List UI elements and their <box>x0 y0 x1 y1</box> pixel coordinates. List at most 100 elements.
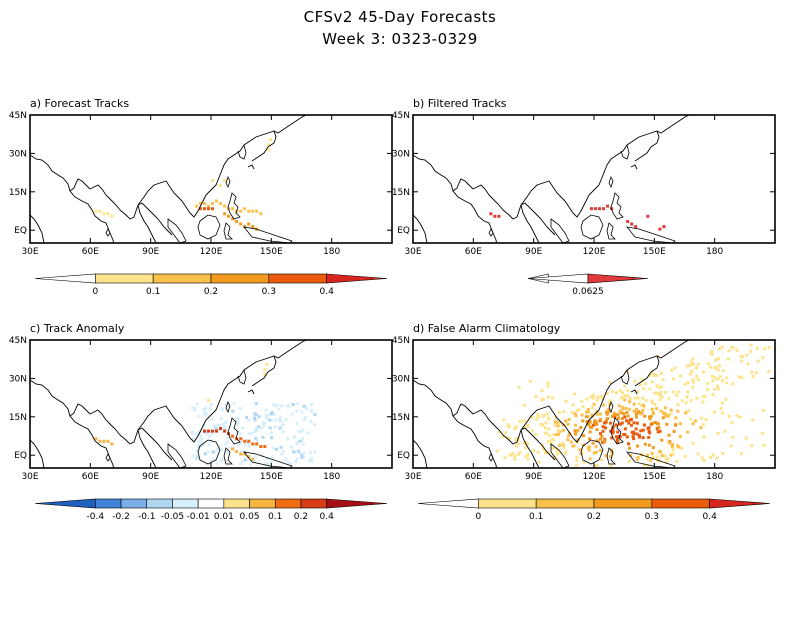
colorbar-label: 0.4 <box>702 512 717 522</box>
colorbar-label: 0.05 <box>240 512 260 522</box>
grid-cell <box>691 441 695 445</box>
grid-cell <box>686 430 690 434</box>
grid-cell <box>295 409 299 413</box>
grid-cell <box>193 407 197 410</box>
grid-cell <box>744 436 748 440</box>
lon-label: 30E <box>404 472 421 482</box>
grid-cell <box>685 395 689 399</box>
grid-cell <box>198 202 202 205</box>
grid-cell <box>558 430 562 434</box>
grid-cell <box>277 407 281 411</box>
grid-cell <box>231 207 235 211</box>
grid-cell <box>633 379 637 383</box>
grid-cell <box>507 437 511 441</box>
grid-cell <box>761 409 765 412</box>
grid-cell <box>616 413 620 417</box>
grid-cell <box>231 409 235 413</box>
grid-cell <box>575 459 579 463</box>
grid-cell <box>309 459 313 463</box>
grid-cell <box>716 387 720 391</box>
grid-cell <box>570 411 574 415</box>
grid-cell <box>205 432 208 436</box>
grid-cell <box>657 425 661 429</box>
grid-cell <box>653 391 657 395</box>
colorbar-label: 0.1 <box>268 512 282 522</box>
grid-cell <box>606 408 610 412</box>
grid-cell <box>195 448 199 452</box>
grid-cell <box>295 421 299 425</box>
grid-cell <box>251 442 255 446</box>
grid-cell <box>536 415 540 419</box>
grid-cell <box>297 429 301 433</box>
grid-cell <box>220 407 224 411</box>
grid-cell <box>575 408 579 412</box>
grid-cell <box>615 391 618 395</box>
lon-label: 60E <box>465 247 482 257</box>
grid-cell <box>608 399 612 403</box>
colorbar-label: 0 <box>475 512 481 522</box>
grid-cell <box>601 425 605 429</box>
colorbar-end-left <box>417 498 479 509</box>
grid-cell <box>719 407 723 410</box>
colorbar-segment <box>478 498 537 509</box>
grid-cell <box>713 387 717 391</box>
grid-cell <box>673 366 677 370</box>
grid-cell <box>632 409 636 413</box>
grid-cell <box>627 459 631 463</box>
lon-label: 180 <box>706 472 723 482</box>
grid-cell <box>295 457 299 461</box>
grid-cell <box>566 438 570 442</box>
grid-cell <box>675 393 679 397</box>
map-frame <box>412 114 776 244</box>
grid-cell <box>199 434 203 438</box>
grid-cell <box>208 407 212 411</box>
grid-cell <box>699 416 703 420</box>
lat-label: 30N <box>9 149 27 159</box>
grid-cell <box>604 426 607 430</box>
grid-cell <box>659 390 663 394</box>
grid-cell <box>195 454 199 458</box>
grid-cell <box>562 445 566 449</box>
grid-cell <box>650 399 654 403</box>
grid-cell <box>679 374 683 378</box>
colorbar-segment <box>223 498 250 509</box>
grid-cell <box>718 364 722 368</box>
grid-cell <box>604 420 608 424</box>
lon-label: 150E <box>643 472 666 482</box>
grid-cell <box>730 345 734 349</box>
grid-cell <box>556 429 560 432</box>
grid-cell <box>308 459 312 463</box>
grid-cell <box>280 424 284 428</box>
grid-cell <box>745 353 749 357</box>
grid-cell <box>574 414 578 418</box>
grid-cell <box>726 357 730 361</box>
grid-cell <box>226 440 230 444</box>
lat-label: EQ <box>14 226 27 236</box>
grid-cell <box>197 445 201 449</box>
grid-cell <box>611 427 615 431</box>
grid-cell <box>284 418 288 422</box>
grid-cell <box>628 418 632 422</box>
grid-cell <box>639 412 643 416</box>
grid-cell <box>214 426 218 430</box>
grid-cell <box>106 212 110 216</box>
grid-cell <box>599 394 603 398</box>
grid-cell <box>710 374 714 378</box>
grid-cell <box>254 402 258 405</box>
colorbar-segment <box>651 498 710 509</box>
grid-cell <box>239 209 243 213</box>
grid-cell <box>309 409 313 413</box>
grid-cell <box>581 419 585 423</box>
grid-cell <box>273 425 277 429</box>
lon-label: 120E <box>583 247 606 257</box>
grid-cell <box>239 450 243 454</box>
grid-cell <box>711 393 715 396</box>
grid-cell <box>221 458 225 462</box>
grid-cell <box>689 399 693 403</box>
grid-cell <box>561 428 565 432</box>
grid-cell <box>207 207 210 211</box>
grid-cell <box>674 423 677 427</box>
grid-cell <box>514 425 518 428</box>
grid-cell <box>191 437 195 441</box>
grid-cell <box>110 442 114 446</box>
